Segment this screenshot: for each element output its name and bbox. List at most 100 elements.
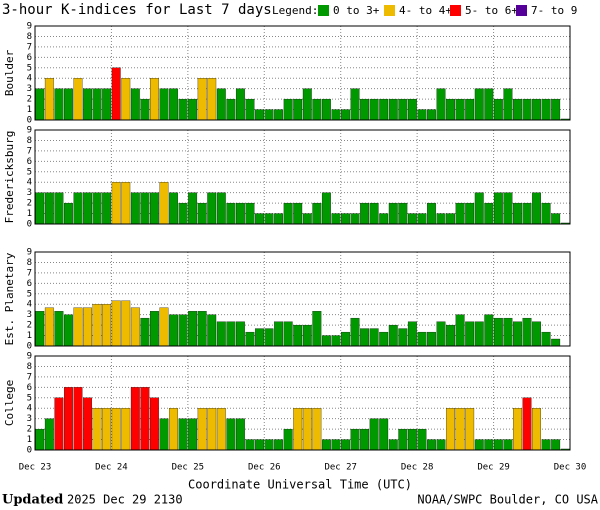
bar <box>54 88 64 121</box>
bar <box>446 324 456 347</box>
bar <box>226 321 236 347</box>
bar <box>274 321 284 347</box>
panel-frame <box>34 355 571 451</box>
bar <box>255 109 264 121</box>
y-tick-label: 8 <box>27 362 32 372</box>
bar <box>159 182 169 225</box>
bar <box>503 439 513 451</box>
bar <box>140 387 150 451</box>
y-tick-label: 9 <box>27 22 32 32</box>
bar <box>207 78 217 121</box>
bar <box>102 88 112 121</box>
bar <box>169 192 178 225</box>
chart-title: 3-hour K-indices for Last 7 days <box>2 2 272 18</box>
bar <box>216 408 226 451</box>
bar <box>522 397 532 451</box>
updated-time: 2025 Dec 29 2130 <box>67 493 183 507</box>
bar <box>92 192 102 225</box>
bar <box>92 304 102 347</box>
bar <box>484 88 494 121</box>
bar <box>321 335 331 347</box>
y-tick-label: 3 <box>27 84 32 94</box>
y-tick-label: 4 <box>27 74 32 84</box>
bar <box>331 335 341 347</box>
legend-swatch <box>318 5 329 16</box>
bar <box>92 408 102 451</box>
bar <box>35 311 45 347</box>
bar <box>331 213 341 225</box>
y-tick-label: 1 <box>27 435 32 445</box>
bar <box>341 439 350 451</box>
y-tick-label: 7 <box>27 146 32 156</box>
bar <box>551 439 561 451</box>
y-tick-label: 5 <box>27 393 32 403</box>
bar <box>121 78 131 121</box>
y-tick-label: 0 <box>27 220 32 230</box>
y-tick-label: 1 <box>27 105 32 115</box>
bar <box>235 418 245 451</box>
bar <box>312 98 322 121</box>
bar <box>379 331 389 347</box>
bar <box>102 408 112 451</box>
bar <box>293 98 303 121</box>
y-tick-label: 2 <box>27 199 32 209</box>
bar <box>341 213 350 225</box>
panel-frame <box>34 129 571 225</box>
bar <box>73 192 83 225</box>
bar <box>35 88 45 121</box>
bar <box>140 192 150 225</box>
bar <box>513 321 522 347</box>
bar <box>169 314 178 347</box>
legend-label: 5- to 6+ <box>465 4 518 17</box>
bar <box>369 328 379 347</box>
bar <box>73 307 83 347</box>
bar <box>360 328 370 347</box>
bar <box>35 428 45 451</box>
bar <box>245 98 255 121</box>
bar <box>341 109 350 121</box>
bar <box>379 98 389 121</box>
x-axis-label: Coordinate Universal Time (UTC) <box>188 478 412 492</box>
bar <box>455 202 465 225</box>
x-tick-label: Dec 25 <box>172 463 205 473</box>
bar <box>436 88 446 121</box>
bar <box>455 314 465 347</box>
y-tick-label: 4 <box>27 178 32 188</box>
bar <box>350 88 360 121</box>
bar <box>407 321 417 347</box>
bar <box>513 408 522 451</box>
bar <box>341 331 350 347</box>
bar <box>465 98 475 121</box>
bar <box>360 202 370 225</box>
y-tick-label: 2 <box>27 425 32 435</box>
y-tick-label: 5 <box>27 167 32 177</box>
x-tick-label: Dec 28 <box>401 463 434 473</box>
bar <box>283 98 293 121</box>
bar <box>369 418 379 451</box>
bar <box>255 328 264 347</box>
bar <box>130 88 140 121</box>
bar <box>407 98 417 121</box>
bar <box>197 78 207 121</box>
x-tick-label: Dec 30 <box>554 463 587 473</box>
bar <box>73 78 83 121</box>
x-tick-label: Dec 29 <box>477 463 510 473</box>
bar <box>264 328 274 347</box>
bar <box>551 338 561 347</box>
bar <box>111 67 121 121</box>
bar <box>44 78 54 121</box>
bar <box>493 317 503 347</box>
bar <box>169 408 178 451</box>
bar <box>398 98 408 121</box>
bar <box>474 192 484 225</box>
bar <box>503 88 513 121</box>
y-tick-label: 7 <box>27 42 32 52</box>
y-tick-label: 8 <box>27 136 32 146</box>
bar <box>398 428 408 451</box>
bar <box>388 98 398 121</box>
bar <box>360 98 370 121</box>
bar <box>178 314 188 347</box>
legend-swatch <box>516 5 527 16</box>
bar <box>541 439 551 451</box>
